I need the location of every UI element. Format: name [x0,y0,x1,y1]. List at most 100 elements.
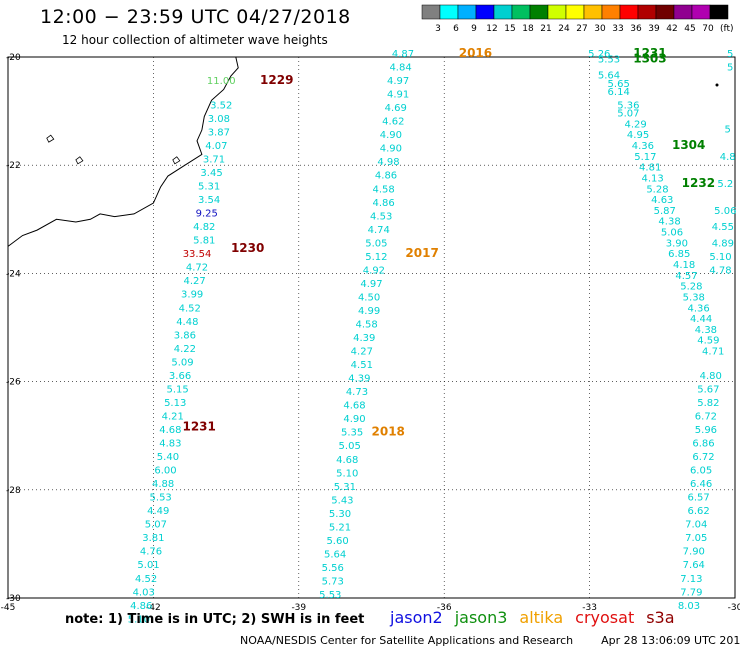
wave-height-value: 7.79 [680,587,702,598]
wave-height-value: 5.73 [322,576,344,587]
jason3-track-1231: 5.53 5.65 5.36 4.29 4.36 4.81 5.28 5.87 5.06 6.85… [598,54,720,346]
wave-height-value: 5.64 [598,71,620,82]
wave-height-value: 4.91 [387,90,409,101]
wave-height-value: 4.68 [336,455,358,466]
colorbar-swatch [583,4,603,20]
pass-time-label: 2016 [459,46,492,60]
wave-height-value: 5.96 [695,425,717,436]
wave-height-value: 4.18 [673,260,695,271]
wave-height-value: 6.57 [688,493,710,504]
wave-height-value: 6.72 [692,452,714,463]
wave-height-value: 4.62 [382,117,404,128]
wave-height-value: 4.97 [360,279,382,290]
wave-height-value: 4.86 [375,171,397,182]
colorbar-swatch [511,4,531,20]
wave-height-value: 6.86 [692,439,714,450]
wave-height-value: 11.00 [207,76,236,87]
wave-height-value: 5.38 [683,292,705,303]
wave-height-value: 5.53 [150,493,172,504]
wave-height-value: 4.99 [358,306,380,317]
credit-text: NOAA/NESDIS Center for Satellite Applica… [240,634,574,647]
wave-height-value: 4.82 [193,222,215,233]
map-frame [7,56,736,599]
credit-line: NOAA/NESDIS Center for Satellite Applica… [240,634,740,647]
wave-height-value: 5.10 [336,468,358,479]
wave-height-value: 6.05 [690,466,712,477]
lat-tick-label: -28 [6,486,21,496]
lat-tick-label: -24 [6,269,21,279]
wave-height-value: 5.67 [697,384,719,395]
colorbar-label: 45 [684,24,695,34]
wave-height-value: 4.68 [343,401,365,412]
wave-height-value: 4.38 [658,217,680,228]
colorbar-swatch [493,4,513,20]
altika-track-2016: 4.87 4.84 4.97 4.91 4.69 4.62 4.90 4.90 4.98 4.86… [319,49,414,601]
lon-tick-label: -39 [291,603,306,613]
wave-height-value: 4.27 [183,276,205,287]
wave-height-value: 4.8 [720,152,736,163]
lat-tick-label: -26 [6,378,21,388]
wave-height-value: 4.13 [641,173,663,184]
jason3-track-1232: 5 5 5 4.8 5.2 5.06 4.55 4.89 5.10 4.78 [709,49,736,276]
colorbar-label: 6 [453,24,459,34]
colorbar-label: 39 [648,24,660,34]
colorbar-swatch [655,4,675,20]
satellite-altika: altika [519,608,564,627]
wave-height-value: 5.07 [145,520,167,531]
wave-height-value: 4.90 [343,414,365,425]
wave-height-value: 3.90 [666,238,688,249]
wave-height-value: 4.63 [651,195,673,206]
wave-height-value: 4.76 [140,547,162,558]
colorbar-swatch [601,4,621,20]
lon-tick-label: -45 [1,603,16,613]
colorbar-label: 36 [630,24,642,34]
wave-height-value: 4.95 [627,130,649,141]
colorbar-swatch [421,4,441,20]
wave-height-value: 3.66 [169,371,191,382]
pass-time-label: 1229 [260,73,293,87]
wave-height-value: 5.10 [128,614,150,625]
colorbar-swatch [565,4,585,20]
wave-height-value: 4.83 [159,439,181,450]
wave-height-value: 5.87 [654,206,676,217]
wave-height-value: 4.55 [712,222,734,233]
wave-height-value: 3.45 [200,168,222,179]
wave-height-value: 4.92 [363,265,385,276]
wave-height-value: 4.73 [346,387,368,398]
wave-height-value: 5.26 [588,49,610,60]
wave-height-value: 4.90 [380,130,402,141]
wave-height-value: 7.04 [685,520,707,531]
wave-height-value: 5 [725,125,731,136]
wave-height-value: 5.12 [365,252,387,263]
satellite-legend: jason2 jason3 altika cryosat s3a [390,608,687,627]
colorbar-label: 12 [486,24,497,34]
wave-height-value: 5.28 [646,184,668,195]
wave-height-value: 5.09 [171,357,193,368]
wave-height-value: 4.52 [179,303,201,314]
colorbar-label: 27 [576,24,587,34]
wave-height-value: 4.51 [351,360,373,371]
colorbar-swatch [709,4,729,20]
wave-height-value: 4.78 [709,265,731,276]
wave-height-value: 5.36 [617,100,639,111]
lat-tick-label: -22 [6,161,21,171]
colorbar-swatch [673,4,693,20]
wave-height-value: 3.52 [210,100,232,111]
wave-height-value: 6.62 [688,506,710,517]
wave-height-value: 4.87 [392,49,414,60]
pass-time-label: 2018 [372,425,405,439]
wave-height-value: 5.56 [322,563,344,574]
wave-height-value: 4.07 [205,141,227,152]
lat-tick-label: -30 [6,594,21,604]
wave-height-value: 4.86 [372,198,394,209]
map-title: 12:00 − 23:59 UTC 04/27/2018 [40,6,351,28]
wave-height-value: 5.06 [661,228,683,239]
wave-height-value: 5.53 [598,54,620,65]
pass-time-label: 1231 [182,419,215,433]
wave-height-value: 4.48 [176,317,198,328]
pass-time-label: 1231 [633,46,666,60]
wave-height-value: 7.64 [683,560,705,571]
wave-height-value: 4.38 [695,325,717,336]
pass-time-label: 2017 [405,246,438,260]
wave-height-value: 4.36 [632,141,654,152]
